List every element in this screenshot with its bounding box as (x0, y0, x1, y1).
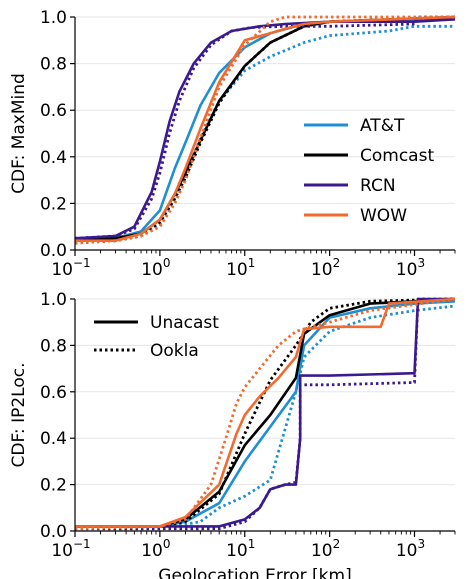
x-tick-base: 10 (51, 260, 73, 280)
y-tick-label: 0.2 (40, 194, 67, 214)
x-tick-label: 102 (311, 256, 340, 280)
y-tick-label: 1.0 (40, 290, 67, 310)
legend-label-unacast: Unacast (150, 313, 219, 333)
x-tick-exponent: 1 (248, 256, 256, 270)
y-tick-label: 1.0 (40, 8, 67, 28)
x-tick-label: 103 (396, 537, 425, 561)
series-line-rcn-ookla (75, 297, 455, 531)
x-tick-base: 10 (311, 541, 333, 561)
y-tick-label: 0.4 (40, 148, 67, 168)
x-tick-exponent: 2 (333, 256, 341, 270)
x-tick-label: 101 (226, 537, 255, 561)
x-tick-base: 10 (51, 541, 73, 561)
x-tick-exponent: 0 (163, 256, 171, 270)
series-line-wow-unacast (75, 297, 456, 528)
y-tick-label: 0.4 (40, 429, 67, 449)
series-line-comcast-unacast (75, 297, 456, 528)
series-line-at-t-unacast (75, 300, 456, 528)
y-tick-label: 0.8 (40, 55, 67, 75)
y-tick-label: 0.6 (40, 101, 67, 121)
x-tick-exponent: −1 (73, 256, 91, 270)
legend: AT&T Comcast RCN WOW (304, 116, 434, 226)
x-tick-label: 100 (141, 256, 170, 280)
x-tick-label: 102 (311, 537, 340, 561)
x-tick-exponent: 1 (248, 537, 256, 551)
x-tick-exponent: 0 (163, 537, 171, 551)
y-tick-label: 0.0 (40, 241, 67, 261)
x-tick-exponent: 3 (418, 256, 426, 270)
legend: Unacast Ookla (94, 313, 219, 361)
x-tick-exponent: 3 (418, 537, 426, 551)
legend-label-at-t: AT&T (360, 116, 405, 136)
y-tick-label: 0.2 (40, 476, 67, 496)
x-tick-exponent: 2 (333, 537, 341, 551)
y-tick-label: 0.6 (40, 383, 67, 403)
x-tick-label: 101 (226, 256, 255, 280)
x-tick-base: 10 (141, 260, 163, 280)
y-axis-label: CDF: MaxMind (9, 73, 29, 194)
series-line-comcast-ookla (74, 297, 456, 531)
x-tick-label: 103 (396, 256, 425, 280)
legend-label-ookla: Ookla (150, 341, 199, 361)
y-tick-label: 0.8 (40, 336, 67, 356)
y-axis-label: CDF: IP2Loc. (9, 363, 29, 468)
x-tick-base: 10 (311, 260, 333, 280)
x-tick-exponent: −1 (73, 537, 91, 551)
legend-label-wow: WOW (360, 206, 407, 226)
legend-label-comcast: Comcast (360, 146, 434, 166)
series-line-wow-unacast (75, 15, 456, 242)
series-line-rcn-unacast (75, 297, 455, 528)
series-line-wow-ookla (74, 15, 455, 245)
x-tick-label: 100 (141, 537, 170, 561)
x-tick-label: 10−1 (51, 256, 90, 280)
x-tick-base: 10 (396, 541, 418, 561)
x-tick-base: 10 (226, 260, 248, 280)
legend-label-rcn: RCN (360, 176, 396, 196)
x-tick-label: 10−1 (51, 537, 90, 561)
x-tick-base: 10 (141, 541, 163, 561)
series-line-rcn-ookla (74, 15, 455, 240)
y-tick-label: 0.0 (40, 522, 67, 542)
series-line-at-t-ookla (75, 304, 456, 531)
x-tick-base: 10 (396, 260, 418, 280)
x-tick-base: 10 (226, 541, 248, 561)
x-axis-label: Geolocation Error [km] (158, 566, 351, 579)
series-line-wow-ookla (74, 297, 456, 531)
